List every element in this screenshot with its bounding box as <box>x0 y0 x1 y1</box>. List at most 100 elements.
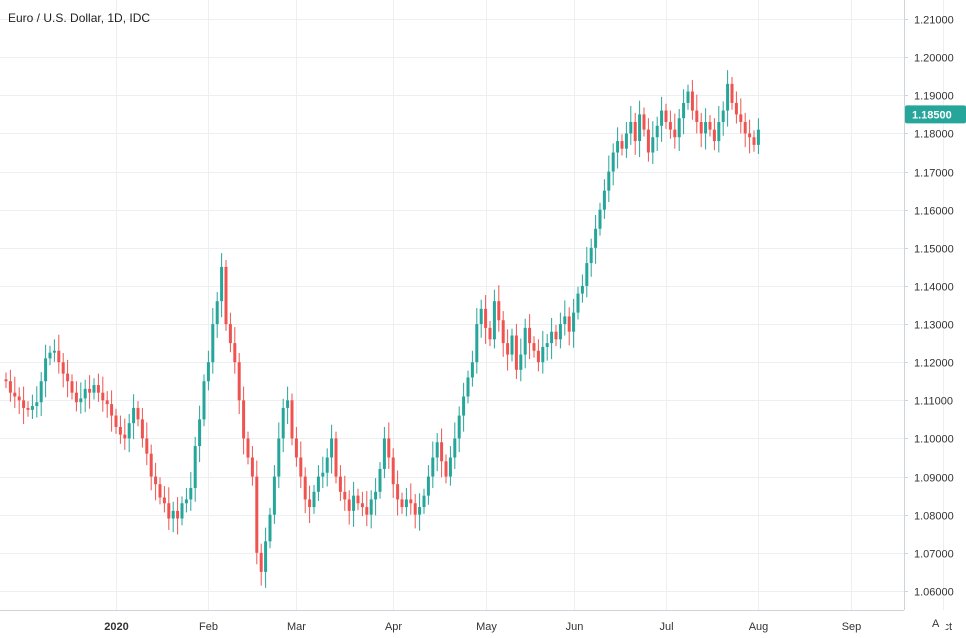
candle <box>444 454 448 484</box>
last-price-label: 1.18500 <box>912 109 952 121</box>
time-tick-label: Apr <box>385 621 402 633</box>
candle <box>453 422 457 469</box>
candle-body <box>717 122 721 142</box>
candle-body <box>378 468 382 492</box>
candle <box>519 338 523 382</box>
candle-body <box>286 400 290 408</box>
candle-body <box>374 491 378 500</box>
candle-body <box>404 499 408 508</box>
candle-body <box>39 381 43 403</box>
candle <box>523 318 527 369</box>
candle <box>642 107 646 137</box>
candle-body <box>629 122 633 134</box>
candle <box>699 112 703 148</box>
candle <box>171 501 175 533</box>
candle <box>338 465 342 501</box>
candle <box>528 314 532 360</box>
candle <box>664 103 668 129</box>
time-axis[interactable]: 2020FebMarAprMayJunJulAugSepOct <box>104 621 952 633</box>
auto-scale-label[interactable]: A <box>932 618 940 630</box>
candle <box>567 307 571 346</box>
candle-body <box>400 499 404 508</box>
candle <box>435 433 439 472</box>
candle-body <box>426 476 430 496</box>
chart-title: Euro / U.S. Dollar, 1D, IDC <box>8 11 150 25</box>
candle <box>413 494 417 529</box>
auto-scale-button-bg[interactable] <box>926 613 946 631</box>
candle-body <box>140 419 144 439</box>
candle <box>145 422 149 466</box>
candle-body <box>726 83 730 111</box>
candle <box>598 202 602 236</box>
candle <box>752 130 756 152</box>
candle <box>167 487 171 530</box>
price-tick-label: 1.11000 <box>914 396 953 408</box>
candle-body <box>510 335 514 355</box>
candle <box>488 321 492 347</box>
candle <box>550 317 554 360</box>
candle-body <box>356 495 360 504</box>
candle-body <box>484 308 488 328</box>
candle <box>44 344 48 398</box>
candle <box>594 215 598 264</box>
candle <box>299 441 303 488</box>
time-tick-label: Jul <box>659 621 673 633</box>
candle-body <box>365 507 369 515</box>
candle <box>74 381 78 412</box>
price-axis[interactable]: 1.06000 1.07000 1.08000 1.09000 1.10000 1.110… <box>904 15 954 599</box>
candle-body <box>580 285 584 294</box>
candle-body <box>682 102 686 119</box>
candle-body <box>541 346 545 363</box>
candle-body <box>418 507 422 515</box>
price-tick-label: 1.17000 <box>914 168 954 180</box>
candle <box>466 370 470 404</box>
candle <box>211 308 215 374</box>
candle <box>294 427 298 467</box>
candle <box>633 112 637 155</box>
candle-body <box>294 438 298 458</box>
candle <box>629 105 633 145</box>
candle <box>272 465 276 524</box>
candle <box>382 427 386 479</box>
price-tick-label: 1.10000 <box>914 434 954 446</box>
candle-body <box>127 423 131 439</box>
price-tick-label: 1.15000 <box>914 244 954 256</box>
candle <box>242 386 246 455</box>
candle-body <box>316 476 320 492</box>
candle-body <box>220 266 224 302</box>
candle-body <box>616 141 620 153</box>
candle <box>585 247 589 298</box>
candle <box>250 446 254 486</box>
candle <box>264 527 268 588</box>
candle <box>193 436 197 502</box>
time-tick-label: Sep <box>842 621 862 633</box>
candle-body <box>369 499 373 515</box>
candle <box>105 391 109 418</box>
candle <box>321 456 325 488</box>
candle-body <box>739 114 743 122</box>
auto-scale-button[interactable]: A <box>926 613 946 631</box>
candle <box>611 143 615 186</box>
candle-body <box>413 503 417 515</box>
candle <box>110 390 114 432</box>
candle-body <box>453 438 457 458</box>
price-tick-label: 1.09000 <box>914 473 954 485</box>
candle <box>70 374 74 400</box>
candle <box>281 398 285 453</box>
candle <box>316 465 320 501</box>
candle <box>325 448 329 487</box>
candle <box>61 353 65 388</box>
candle-body <box>198 419 202 447</box>
candle <box>396 470 400 516</box>
candle-body <box>497 301 501 321</box>
candle <box>30 394 34 419</box>
candle-body <box>651 137 655 153</box>
candle <box>13 376 17 408</box>
candle-body <box>228 324 232 344</box>
price-tick-label: 1.19000 <box>914 91 954 103</box>
candle <box>734 91 738 124</box>
candle <box>158 477 162 505</box>
candle <box>202 374 206 427</box>
candle-body <box>387 438 391 458</box>
